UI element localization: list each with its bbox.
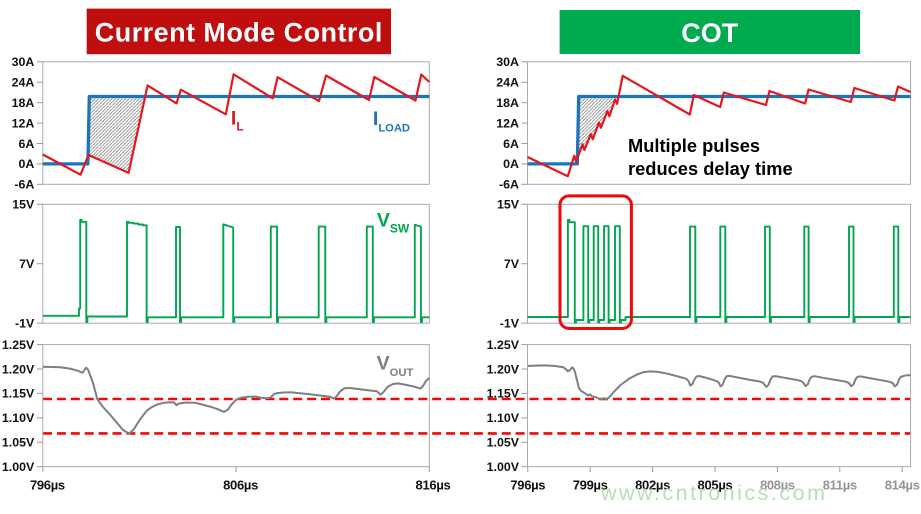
svg-text:1.20V: 1.20V <box>487 362 520 376</box>
svg-text:COT: COT <box>681 18 739 48</box>
svg-text:811µs: 811µs <box>823 478 857 493</box>
svg-text:1.05V: 1.05V <box>2 436 35 450</box>
svg-text:6A: 6A <box>18 137 34 151</box>
svg-text:806µs: 806µs <box>223 478 258 493</box>
svg-text:-6A: -6A <box>14 178 34 192</box>
svg-text:30A: 30A <box>12 55 35 69</box>
svg-text:0A: 0A <box>18 157 34 171</box>
svg-text:0A: 0A <box>503 157 519 171</box>
svg-text:15V: 15V <box>497 198 520 212</box>
svg-text:1.15V: 1.15V <box>2 387 35 401</box>
svg-text:1.20V: 1.20V <box>2 362 35 376</box>
svg-text:816µs: 816µs <box>416 478 451 493</box>
svg-text:796µs: 796µs <box>510 478 545 493</box>
svg-text:24A: 24A <box>12 76 35 90</box>
svg-text:7V: 7V <box>504 257 520 271</box>
svg-text:799µs: 799µs <box>573 478 608 493</box>
svg-text:-1V: -1V <box>15 316 35 330</box>
svg-text:24A: 24A <box>496 76 519 90</box>
svg-text:reduces delay time: reduces delay time <box>628 158 793 179</box>
svg-text:1.25V: 1.25V <box>487 338 520 352</box>
svg-text:805µs: 805µs <box>698 478 733 493</box>
svg-text:796µs: 796µs <box>30 478 65 493</box>
svg-text:814µs: 814µs <box>885 478 920 493</box>
svg-text:1.05V: 1.05V <box>487 436 520 450</box>
svg-text:Multiple pulses: Multiple pulses <box>628 135 760 156</box>
svg-text:1.00V: 1.00V <box>2 460 35 474</box>
svg-text:6A: 6A <box>503 137 519 151</box>
svg-text:12A: 12A <box>496 116 519 130</box>
svg-text:1.00V: 1.00V <box>487 460 520 474</box>
svg-text:7V: 7V <box>19 257 35 271</box>
svg-text:1.25V: 1.25V <box>2 338 35 352</box>
svg-text:18A: 18A <box>496 96 519 110</box>
svg-text:1.15V: 1.15V <box>487 387 520 401</box>
svg-text:www.cntronics.com: www.cntronics.com <box>600 481 828 505</box>
svg-text:Current Mode Control: Current Mode Control <box>95 18 383 48</box>
svg-text:-6A: -6A <box>499 178 519 192</box>
svg-text:802µs: 802µs <box>635 478 670 493</box>
svg-text:18A: 18A <box>12 96 35 110</box>
svg-text:30A: 30A <box>496 55 519 69</box>
svg-text:-1V: -1V <box>500 316 520 330</box>
svg-text:1.10V: 1.10V <box>2 411 35 425</box>
svg-text:1.10V: 1.10V <box>487 411 520 425</box>
svg-text:12A: 12A <box>12 116 35 130</box>
svg-text:15V: 15V <box>12 198 35 212</box>
svg-text:808µs: 808µs <box>760 478 795 493</box>
